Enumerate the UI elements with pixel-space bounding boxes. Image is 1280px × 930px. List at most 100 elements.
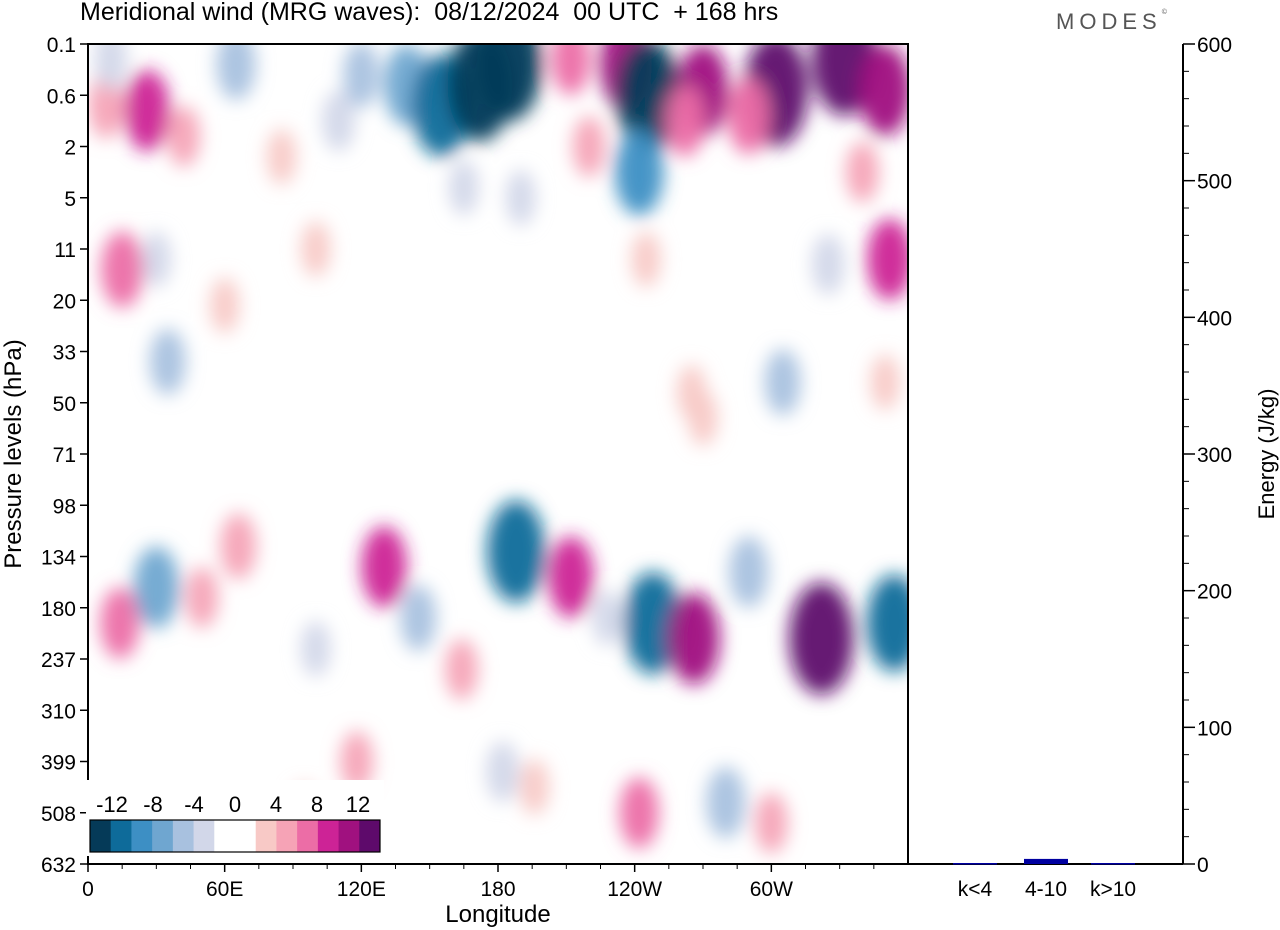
heat-cell xyxy=(506,170,536,226)
heat-cell xyxy=(667,592,720,685)
energy-axis-label: Energy (J/kg) xyxy=(1254,389,1279,520)
energy-bar xyxy=(1091,863,1135,865)
axes: 0.1 0.6 2 5 11 20 33 50 71 98 134 180 237 310 399 508 63… xyxy=(41,34,909,901)
energy-category-label: 4-10 xyxy=(1025,878,1067,901)
y-tick-label: 33 xyxy=(53,342,76,365)
y-tick-label: 134 xyxy=(41,547,76,570)
energy-category-label: k>10 xyxy=(1090,878,1136,901)
heat-cell xyxy=(322,90,355,152)
colorbar-swatch xyxy=(317,820,340,852)
heat-cell xyxy=(149,328,186,395)
heat-cell xyxy=(592,590,623,646)
heat-cell xyxy=(167,105,201,167)
heat-cell xyxy=(867,218,908,301)
y-tick-label: 11 xyxy=(54,239,76,262)
colorbar-swatch xyxy=(214,820,236,852)
heat-cell xyxy=(487,500,546,603)
heat-cell xyxy=(619,777,659,849)
heat-cell xyxy=(445,638,478,700)
y-tick-label: 50 xyxy=(53,393,76,416)
heat-cell xyxy=(486,741,519,803)
heat-cell xyxy=(477,44,542,121)
y-tick-label: 20 xyxy=(53,290,76,313)
energy-tick-label: 200 xyxy=(1197,581,1232,604)
heat-cell xyxy=(754,792,788,854)
x-tick-label: 180 xyxy=(480,878,515,901)
colorbar-swatch xyxy=(131,820,153,852)
y-tick-label: 5 xyxy=(64,188,76,211)
y-tick-label: 0.1 xyxy=(47,34,76,57)
energy-tick-label: 600 xyxy=(1197,34,1232,57)
heat-cell xyxy=(100,587,140,659)
heat-cell xyxy=(101,231,144,308)
heat-cell xyxy=(614,128,664,216)
heat-cell xyxy=(124,69,170,152)
heat-cell xyxy=(185,567,219,628)
energy-tick-label: 100 xyxy=(1197,717,1232,740)
heat-cell xyxy=(340,731,374,792)
heat-cell xyxy=(572,116,606,177)
x-axis-label: Longitude xyxy=(445,901,550,928)
heat-cell xyxy=(729,536,769,608)
heat-cell xyxy=(706,766,746,839)
y-tick-label: 0.6 xyxy=(47,85,76,108)
heat-cell xyxy=(133,546,180,629)
heat-cell xyxy=(631,231,661,288)
colorbar-swatch xyxy=(110,820,132,852)
heat-cell xyxy=(551,44,591,95)
colorbar-swatch xyxy=(172,820,195,852)
colorbar-label: 4 xyxy=(270,792,282,817)
x-tick-label: 120W xyxy=(607,878,662,901)
energy-bar-chart: 0 100 200 300 400 500 600 k<4 4-10 k>10 xyxy=(908,34,1232,901)
y-tick-label: 310 xyxy=(41,700,76,723)
y-tick-label: 399 xyxy=(41,752,76,775)
colorbar-swatch xyxy=(235,820,257,852)
y-tick-label: 180 xyxy=(41,598,76,621)
colorbar-frame xyxy=(89,819,381,853)
colorbar-swatch xyxy=(90,820,112,852)
colorbar-swatch xyxy=(152,820,174,852)
heat-cell xyxy=(94,44,128,90)
x-tick-label: 60E xyxy=(206,878,243,901)
y-tick-label: 508 xyxy=(41,803,76,826)
colorbar-label: 0 xyxy=(229,792,241,817)
colorbar-label: -12 xyxy=(96,792,128,817)
colorbar-label: -8 xyxy=(143,792,163,817)
heat-cell xyxy=(141,231,172,288)
heat-cell xyxy=(548,536,594,618)
heat-cell xyxy=(220,513,257,580)
colorbar-swatch xyxy=(193,820,215,852)
colorbar-label: 12 xyxy=(346,792,370,817)
heat-cell xyxy=(846,141,879,203)
chart-title: Meridional wind (MRG waves): 08/12/2024 … xyxy=(80,0,779,26)
heat-cell xyxy=(811,234,845,295)
y-tick-label: 632 xyxy=(41,854,76,877)
heat-cell xyxy=(343,44,380,108)
heat-cell xyxy=(519,759,550,815)
energy-tick-label: 300 xyxy=(1197,444,1232,467)
y-tick-label: 98 xyxy=(53,495,76,518)
energy-tick-label: 500 xyxy=(1197,171,1232,194)
heat-cell xyxy=(216,44,256,101)
heat-cell xyxy=(870,354,900,411)
heat-cell xyxy=(623,571,683,675)
energy-category-label: k<4 xyxy=(958,878,993,901)
heat-cell xyxy=(866,574,908,672)
x-tick-label: 0 xyxy=(82,878,94,901)
colorbar-swatch xyxy=(359,820,381,852)
heat-cell xyxy=(266,129,297,185)
heat-cell xyxy=(727,77,770,154)
colorbar: -12 -8 -4 0 4 8 12 xyxy=(86,780,384,856)
y-tick-label: 71 xyxy=(53,444,76,467)
heat-cell xyxy=(665,85,705,157)
x-tick-label: 60W xyxy=(750,878,793,901)
heatmap xyxy=(88,44,908,864)
heat-cell xyxy=(859,44,908,137)
energy-tick-label: 400 xyxy=(1197,307,1232,330)
heat-cell xyxy=(400,585,437,651)
x-tick-label: 120E xyxy=(337,878,386,901)
heat-cell xyxy=(688,390,718,446)
y-tick-label: 2 xyxy=(64,137,76,160)
heat-cell xyxy=(88,72,125,139)
